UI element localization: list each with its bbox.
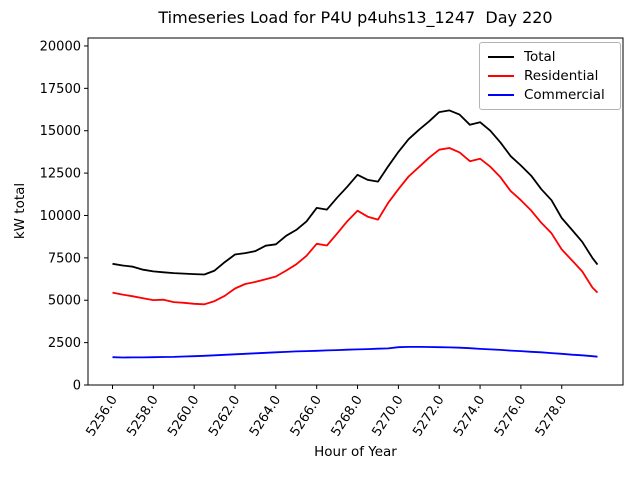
commercial-line-swatch (488, 94, 514, 97)
y-tick-label: 5000 (48, 294, 81, 309)
y-tick-label: 12500 (40, 167, 81, 182)
x-tick-label: 5258.0 (124, 393, 161, 439)
y-tick-label: 15000 (40, 124, 81, 139)
axes-frame (87, 37, 624, 386)
x-tick-label: 5262.0 (206, 393, 243, 439)
legend-item-total: Total (488, 49, 612, 65)
x-tick-label: 5272.0 (410, 393, 447, 439)
x-tick-label: 5274.0 (451, 393, 488, 439)
x-tick-label: 5276.0 (492, 393, 529, 439)
legend-label-total: Total (524, 48, 556, 65)
commercial-line (112, 345, 598, 359)
x-axis-label: Hour of Year (314, 444, 397, 460)
x-tick-label: 5256.0 (83, 393, 120, 439)
y-tick-label: 2500 (48, 336, 81, 351)
legend-item-residential: Residential (488, 68, 612, 84)
x-tick-label: 5264.0 (247, 393, 284, 439)
y-tick-label: 7500 (48, 251, 81, 266)
x-tick-label: 5260.0 (165, 393, 202, 439)
y-tick-label: 20000 (40, 39, 81, 54)
y-tick-label: 17500 (40, 82, 81, 97)
total-line-swatch (488, 55, 514, 58)
y-axis-label: kW total (12, 182, 28, 240)
y-tick-label: 0 (73, 379, 81, 394)
legend-label-commercial: Commercial (524, 87, 605, 104)
residential-line (112, 147, 599, 306)
x-tick-label: 5268.0 (329, 393, 366, 439)
legend-label-residential: Residential (524, 67, 599, 84)
residential-line-swatch (488, 74, 514, 77)
chart-title: Timeseries Load for P4U p4uhs13_1247 Day… (158, 8, 553, 27)
legend-item-commercial: Commercial (488, 87, 612, 103)
total-line (112, 109, 599, 276)
x-tick-label: 5278.0 (533, 393, 570, 439)
x-tick-label: 5270.0 (369, 393, 406, 439)
y-tick-label: 10000 (40, 209, 81, 224)
x-tick-label: 5266.0 (288, 393, 325, 439)
legend: Total Residential Commercial (479, 42, 621, 110)
